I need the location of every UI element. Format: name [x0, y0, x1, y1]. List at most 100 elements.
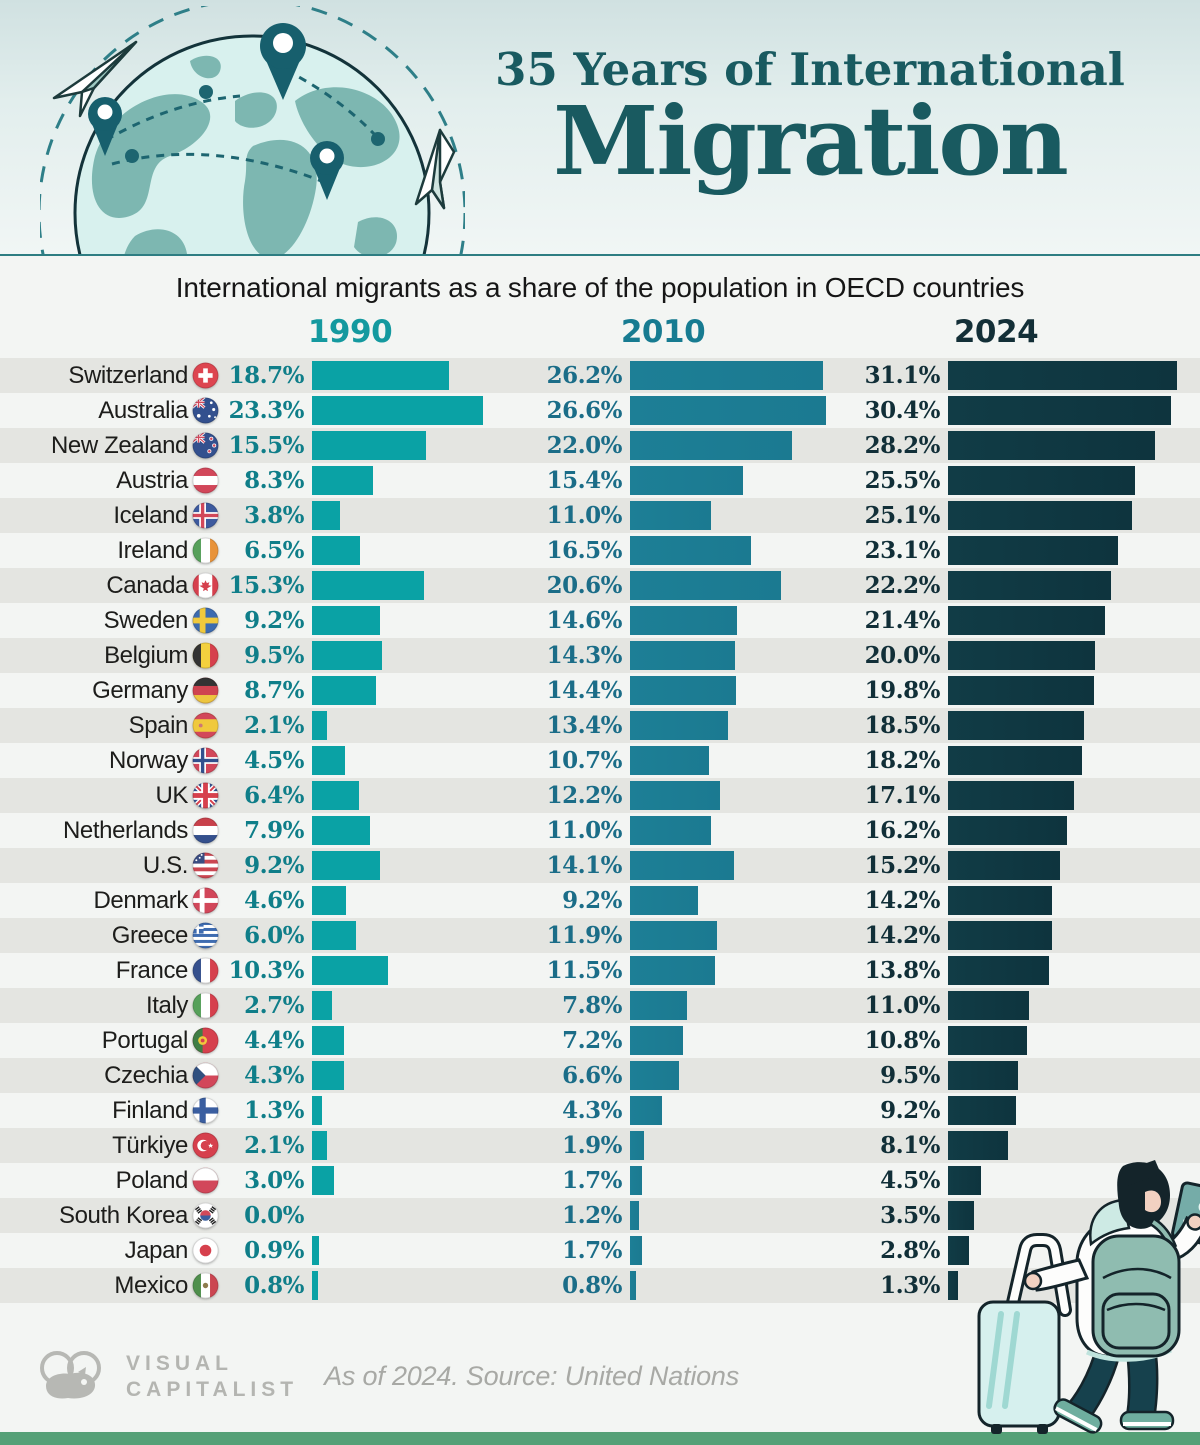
- value-2024: 14.2%: [864, 887, 941, 914]
- value-1990: 0.9%: [244, 1237, 304, 1264]
- country-label: Austria: [116, 466, 188, 494]
- country-label: South Korea: [58, 1201, 188, 1229]
- value-1990: 4.4%: [244, 1027, 304, 1054]
- value-2010: 12.2%: [546, 782, 623, 809]
- bar-zone-2010: [630, 676, 858, 705]
- country-label: New Zealand: [50, 431, 188, 459]
- bar-2010: [630, 781, 720, 810]
- bar-zone-2010: [630, 466, 858, 495]
- value-2010: 14.3%: [546, 642, 623, 669]
- table-row: New Zealand 15.5% 22.0% 28.2%: [0, 428, 1200, 463]
- value-1990: 3.8%: [244, 502, 304, 529]
- value-2010: 14.6%: [546, 607, 623, 634]
- value-2010: 14.4%: [546, 677, 623, 704]
- table-row: Türkiye 2.1% 1.9% 8.1%: [0, 1128, 1200, 1163]
- value-2024: 13.8%: [864, 957, 941, 984]
- country-flag-icon: [188, 572, 222, 599]
- table-row: South Korea 0.0% 1.2% 3.5%: [0, 1198, 1200, 1233]
- bar-zone-2024: [948, 991, 1200, 1020]
- bar-1990: [312, 1061, 344, 1090]
- bar-1990: [312, 606, 380, 635]
- bar-zone-2024: [948, 711, 1200, 740]
- bar-2024: [948, 501, 1133, 530]
- country-label: Switzerland: [68, 361, 188, 389]
- bar-zone-2024: [948, 851, 1200, 880]
- value-2024: 15.2%: [864, 852, 941, 879]
- value-2010: 26.2%: [546, 362, 623, 389]
- value-2024: 20.0%: [864, 642, 941, 669]
- bar-zone-1990: [312, 711, 540, 740]
- bar-zone-1990: [312, 466, 540, 495]
- value-1990: 10.3%: [228, 957, 305, 984]
- bar-2024: [948, 886, 1053, 915]
- bar-1990: [312, 536, 360, 565]
- bar-2010: [630, 1061, 679, 1090]
- paper-plane-icon: [414, 128, 456, 210]
- bar-2024: [948, 1271, 958, 1300]
- value-1990: 0.8%: [244, 1272, 304, 1299]
- bar-zone-1990: [312, 851, 540, 880]
- country-flag-icon: [188, 362, 222, 389]
- country-flag-icon: [188, 957, 222, 984]
- value-2010: 10.7%: [546, 747, 623, 774]
- bar-1990: [312, 1026, 345, 1055]
- value-2024: 28.2%: [864, 432, 941, 459]
- value-2010: 0.8%: [562, 1272, 622, 1299]
- bar-2024: [948, 991, 1029, 1020]
- bar-zone-2010: [630, 956, 858, 985]
- column-header-2010: 2010: [620, 314, 706, 350]
- country-label: UK: [155, 781, 188, 809]
- bar-zone-2010: [630, 1026, 858, 1055]
- bar-2024: [948, 1236, 969, 1265]
- globe-illustration: [40, 6, 465, 254]
- bar-2010: [630, 851, 734, 880]
- country-label: Netherlands: [62, 816, 188, 844]
- bar-2024: [948, 1061, 1018, 1090]
- value-1990: 4.5%: [244, 747, 304, 774]
- value-1990: 4.6%: [244, 887, 304, 914]
- bar-zone-2010: [630, 396, 858, 425]
- bar-1990: [312, 466, 373, 495]
- bar-2010: [630, 1236, 643, 1265]
- bar-zone-1990: [312, 396, 540, 425]
- bar-zone-2024: [948, 921, 1200, 950]
- bar-zone-2010: [630, 1201, 858, 1230]
- bar-zone-1990: [312, 886, 540, 915]
- value-2010: 22.0%: [546, 432, 623, 459]
- table-row: Belgium 9.5% 14.3% 20.0%: [0, 638, 1200, 673]
- bar-2024: [948, 431, 1156, 460]
- value-2024: 25.1%: [864, 502, 941, 529]
- bar-chart-rows: Switzerland 18.7% 26.2% 31.1% Australia …: [0, 358, 1200, 1303]
- bar-2010: [630, 816, 711, 845]
- value-1990: 4.3%: [244, 1062, 304, 1089]
- visual-capitalist-logo-icon: [40, 1350, 101, 1398]
- bar-zone-2010: [630, 1236, 858, 1265]
- value-1990: 1.3%: [244, 1097, 304, 1124]
- bar-2024: [948, 1166, 982, 1195]
- country-label: Portugal: [101, 1026, 189, 1054]
- table-row: Portugal 4.4% 7.2% 10.8%: [0, 1023, 1200, 1058]
- bar-1990: [312, 1236, 319, 1265]
- bar-zone-2010: [630, 1096, 858, 1125]
- table-row: Mexico 0.8% 0.8% 1.3%: [0, 1268, 1200, 1303]
- bar-2024: [948, 641, 1095, 670]
- bar-2010: [630, 606, 738, 635]
- bar-2010: [630, 501, 711, 530]
- bar-1990: [312, 641, 382, 670]
- table-row: Australia 23.3% 26.6% 30.4%: [0, 393, 1200, 428]
- value-2024: 30.4%: [864, 397, 941, 424]
- value-1990: 8.3%: [244, 467, 304, 494]
- country-flag-icon: [188, 922, 222, 949]
- bar-1990: [312, 676, 376, 705]
- country-flag-icon: [188, 1097, 222, 1124]
- bar-zone-2024: [948, 571, 1200, 600]
- country-flag-icon: [188, 712, 222, 739]
- value-2010: 7.2%: [562, 1027, 622, 1054]
- value-2010: 11.0%: [546, 817, 623, 844]
- bar-2024: [948, 536, 1118, 565]
- bar-zone-1990: [312, 501, 540, 530]
- country-label: Greece: [111, 921, 189, 949]
- bar-zone-2010: [630, 1166, 858, 1195]
- value-2024: 10.8%: [864, 1027, 941, 1054]
- value-2024: 8.1%: [880, 1132, 940, 1159]
